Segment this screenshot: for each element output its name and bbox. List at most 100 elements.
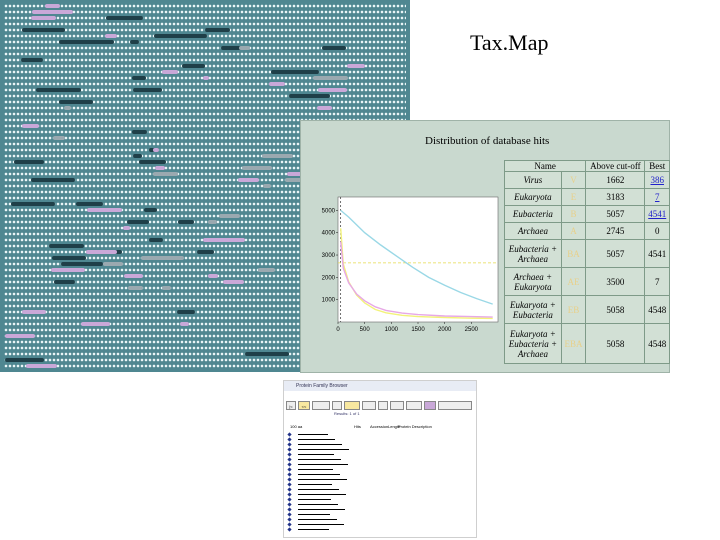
expand-icon[interactable] — [287, 462, 292, 467]
alignment-bar — [298, 464, 348, 465]
expand-icon[interactable] — [287, 472, 292, 477]
page-indicator — [390, 401, 404, 410]
expand-icon[interactable] — [287, 432, 292, 437]
dot-row — [4, 4, 406, 8]
x-tick-label: 2500 — [465, 327, 479, 333]
expand-icon[interactable] — [287, 447, 292, 452]
result-row[interactable] — [284, 517, 476, 522]
dot-highlight — [64, 106, 71, 110]
dot-row — [4, 166, 406, 170]
expand-icon[interactable] — [287, 452, 292, 457]
expand-icon[interactable] — [287, 527, 292, 532]
dot-highlight — [162, 286, 171, 290]
result-row[interactable] — [284, 452, 476, 457]
expand-icon[interactable] — [287, 502, 292, 507]
result-row[interactable] — [284, 482, 476, 487]
expand-icon[interactable] — [287, 482, 292, 487]
dot-highlight — [5, 334, 35, 338]
expand-icon[interactable] — [287, 437, 292, 442]
series-line-2 — [340, 241, 493, 318]
plot-area — [337, 196, 499, 323]
dot-row — [4, 208, 406, 212]
slide-title: Tax.Map — [470, 30, 549, 55]
results-filter-button[interactable] — [312, 401, 330, 410]
expand-icon[interactable] — [287, 512, 292, 517]
alignment-bar — [298, 514, 330, 515]
result-row[interactable] — [284, 467, 476, 472]
eubacteria-filter-button[interactable] — [344, 401, 360, 410]
result-row[interactable] — [284, 527, 476, 532]
browser-title-bar: Protein Family Browser — [284, 381, 476, 391]
protein-browser-screenshot: Protein Family Browser |< << Results: 1 … — [283, 380, 477, 538]
above-cutoff-value: 2745 — [585, 222, 646, 240]
expand-icon[interactable] — [287, 487, 292, 492]
expand-icon[interactable] — [287, 457, 292, 462]
dot-highlight — [51, 268, 85, 272]
result-row[interactable] — [284, 522, 476, 527]
highlight-filter-button[interactable] — [424, 401, 436, 410]
expand-icon[interactable] — [287, 492, 292, 497]
taxon-code: V — [560, 171, 587, 189]
first-page-button[interactable]: |< — [286, 401, 296, 410]
dot-highlight — [262, 154, 293, 158]
dot-row — [4, 256, 406, 260]
dot-highlight — [154, 34, 182, 38]
result-row[interactable] — [284, 432, 476, 437]
dot-highlight — [178, 220, 194, 224]
expand-icon[interactable] — [287, 497, 292, 502]
dot-highlight — [133, 88, 162, 92]
result-row[interactable] — [284, 512, 476, 517]
result-row[interactable] — [284, 442, 476, 447]
result-row[interactable] — [284, 457, 476, 462]
taxon-name-line: Eubacteria + — [508, 338, 558, 349]
result-row[interactable] — [284, 507, 476, 512]
dot-highlight — [153, 172, 178, 176]
dot-highlight — [269, 82, 285, 86]
dot-highlight — [132, 130, 147, 134]
taxon-name-line: Eukaryota + — [509, 328, 556, 339]
expand-icon[interactable] — [287, 467, 292, 472]
taxon-name-line: Eubacteria — [512, 209, 553, 219]
best-hits-link[interactable]: 7 — [644, 188, 670, 206]
result-row[interactable] — [284, 477, 476, 482]
result-row[interactable] — [284, 487, 476, 492]
prev-page-button[interactable]: << — [298, 401, 310, 410]
expand-icon[interactable] — [287, 442, 292, 447]
best-hits-link[interactable]: 386 — [644, 171, 670, 189]
dot-row — [4, 46, 406, 50]
result-row[interactable] — [284, 502, 476, 507]
expand-icon[interactable] — [287, 477, 292, 482]
taxon-name-line: Virus — [523, 175, 543, 185]
col-above-cutoff: Above cut-off — [585, 160, 646, 172]
dot-highlight — [22, 28, 65, 32]
dot-row — [4, 298, 406, 302]
virus-filter-button[interactable] — [378, 401, 388, 410]
result-row[interactable] — [284, 462, 476, 467]
dot-highlight — [52, 256, 86, 260]
expand-icon[interactable] — [287, 507, 292, 512]
archaea-filter-button[interactable] — [362, 401, 376, 410]
result-row[interactable] — [284, 437, 476, 442]
dot-highlight — [162, 70, 178, 74]
result-row[interactable] — [284, 497, 476, 502]
dot-row — [4, 100, 406, 104]
eukaryota-filter-button[interactable] — [332, 401, 342, 410]
best-hits-link[interactable]: 4541 — [644, 205, 670, 223]
chart-title: Distribution of database hits — [425, 135, 550, 147]
result-row[interactable] — [284, 447, 476, 452]
above-cutoff-value: 3500 — [585, 267, 646, 296]
taxon-name-line: Eukaryota + — [509, 299, 556, 310]
col-description: Protein Description — [398, 424, 432, 429]
expand-icon[interactable] — [287, 522, 292, 527]
select-all-button[interactable] — [438, 401, 472, 410]
result-row[interactable] — [284, 492, 476, 497]
expand-icon[interactable] — [287, 517, 292, 522]
result-row[interactable] — [284, 472, 476, 477]
next-page-button[interactable] — [406, 401, 422, 410]
dot-highlight — [22, 124, 39, 128]
taxon-name-line: Archaea — [517, 226, 548, 236]
dot-highlight — [22, 310, 46, 314]
dot-highlight — [182, 64, 205, 68]
dot-highlight — [219, 214, 240, 218]
dot-row — [4, 172, 406, 176]
